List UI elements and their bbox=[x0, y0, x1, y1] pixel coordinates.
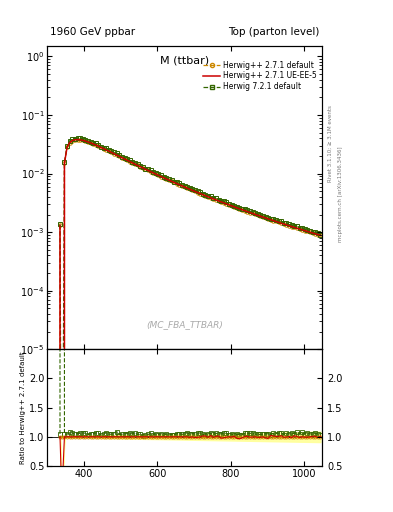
Text: (MC_FBA_TTBAR): (MC_FBA_TTBAR) bbox=[146, 321, 223, 330]
Legend: Herwig++ 2.7.1 default, Herwig++ 2.7.1 UE-EE-5, Herwig 7.2.1 default: Herwig++ 2.7.1 default, Herwig++ 2.7.1 U… bbox=[202, 59, 318, 93]
Text: Rivet 3.1.10; ≥ 3.1M events: Rivet 3.1.10; ≥ 3.1M events bbox=[328, 105, 333, 182]
Y-axis label: Ratio to Herwig++ 2.7.1 default: Ratio to Herwig++ 2.7.1 default bbox=[20, 351, 26, 464]
Text: M (ttbar): M (ttbar) bbox=[160, 55, 209, 65]
Text: 1960 GeV ppbar: 1960 GeV ppbar bbox=[50, 27, 135, 37]
Text: mcplots.cern.ch [arXiv:1306.3436]: mcplots.cern.ch [arXiv:1306.3436] bbox=[338, 147, 343, 242]
Text: Top (parton level): Top (parton level) bbox=[228, 27, 320, 37]
